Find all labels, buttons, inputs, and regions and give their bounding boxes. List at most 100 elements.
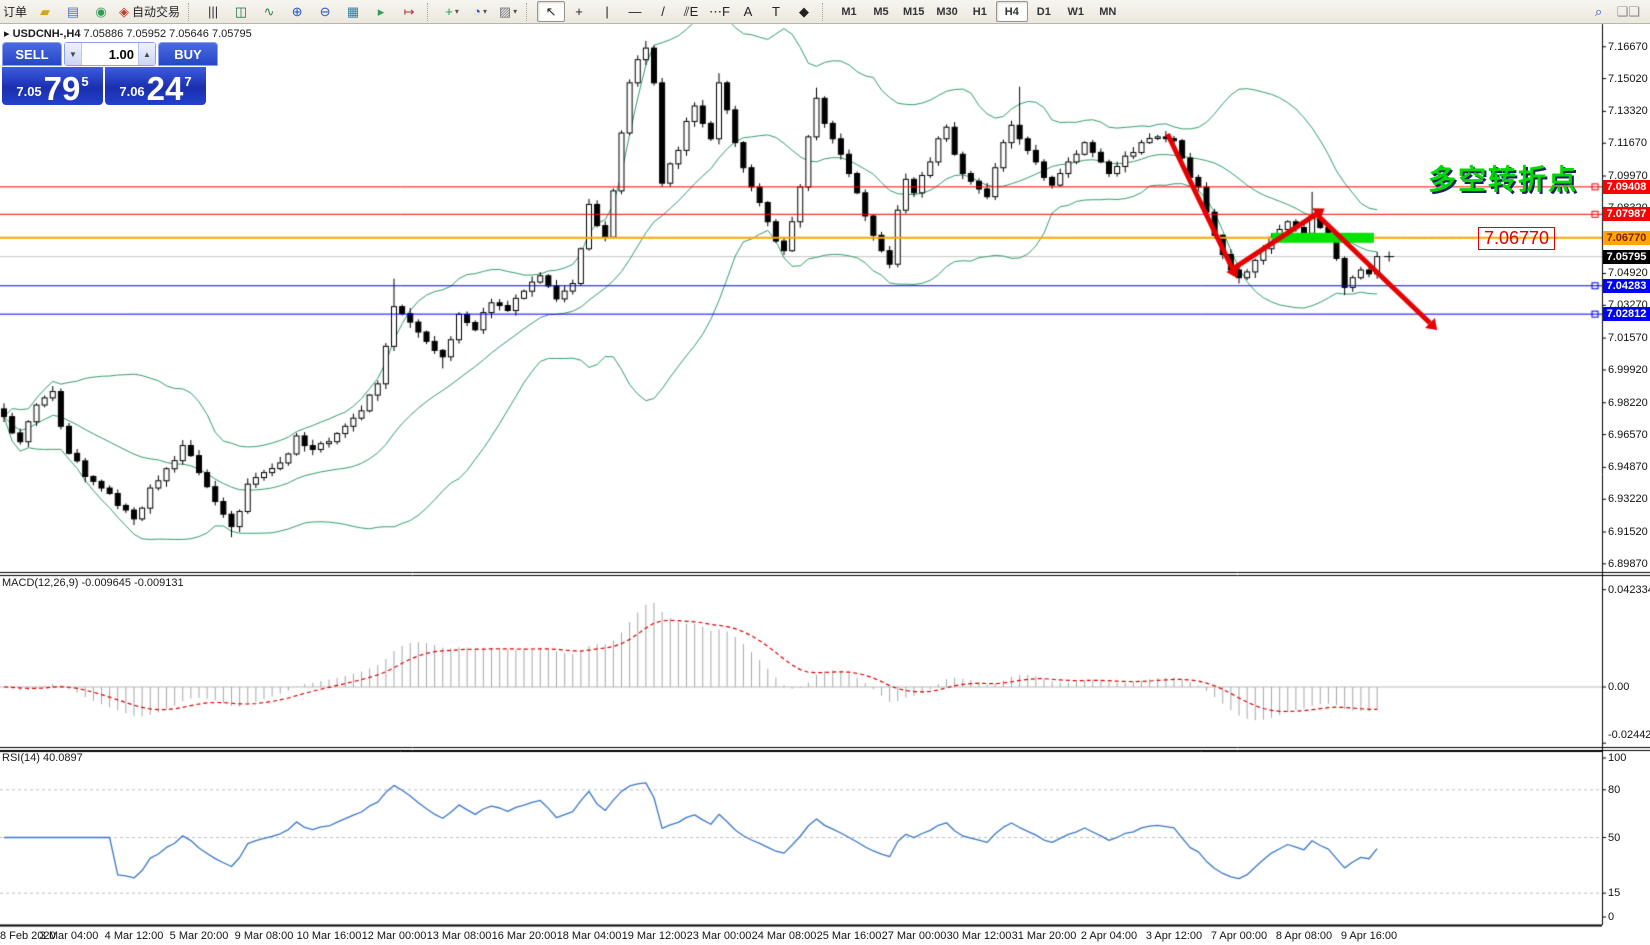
sonar-icon: ◉ bbox=[95, 4, 107, 19]
line-chart-button[interactable]: ∿ bbox=[255, 1, 283, 22]
volume-increase-button[interactable]: ▲ bbox=[138, 43, 155, 65]
volume-input[interactable] bbox=[82, 45, 138, 63]
time-axis-label: 12 Mar 00:00 bbox=[361, 930, 427, 942]
time-axis-label: 3 Mar 04:00 bbox=[39, 930, 99, 942]
auto-scroll-button[interactable]: ▸ bbox=[367, 1, 395, 22]
macd-tick-label: -0.02442 bbox=[1608, 729, 1650, 741]
search-button[interactable]: ⌕ bbox=[1585, 1, 1613, 22]
crosshair-button[interactable]: + bbox=[565, 1, 593, 22]
buy-button[interactable]: BUY bbox=[158, 42, 218, 66]
equidistant-channel-button[interactable]: ⫽E bbox=[677, 1, 705, 22]
arrows-button[interactable]: ◆ bbox=[790, 1, 818, 22]
zoom-in-button[interactable]: ⊕ bbox=[283, 1, 311, 22]
toolbar-separator bbox=[526, 2, 534, 21]
chart-title-line: ▸ USDCNH-,H4 7.05886 7.05952 7.05646 7.0… bbox=[4, 27, 252, 40]
main-toolbar: 新订单 ▰ ▤ ◉ ◈ 自动交易 ||| ◫ ∿ ⊕ ⊖ ▦ ▸ ↦ +▾◔▾▨▾ ↖ +| — / ⫽E… bbox=[0, 0, 1650, 24]
timeframe-d1-button[interactable]: D1 bbox=[1036, 5, 1051, 18]
zoom-out-icon: ⊖ bbox=[319, 4, 331, 19]
sell-price-sup: 5 bbox=[81, 74, 89, 89]
chart-pointer-icon: ▸ bbox=[4, 28, 10, 40]
time-axis-label: 30 Mar 12:00 bbox=[946, 930, 1012, 942]
time-axis-label: 19 Mar 12:00 bbox=[621, 930, 687, 942]
timeframe-h1-button[interactable]: H1 bbox=[972, 5, 987, 18]
time-axis-label: 31 Mar 20:00 bbox=[1011, 930, 1077, 942]
bar-chart-icon: ||| bbox=[207, 4, 219, 19]
buy-price-display[interactable]: 7.06 24 7 bbox=[105, 67, 206, 105]
tile-windows-icon: ▦ bbox=[346, 4, 360, 19]
price-tick-label: 7.04920 bbox=[1608, 267, 1648, 280]
buy-price-small: 7.06 bbox=[119, 84, 145, 99]
time-axis-label: 3 Apr 12:00 bbox=[1145, 930, 1203, 942]
line-chart-icon: ∿ bbox=[263, 4, 275, 19]
cursor-icon: ↖ bbox=[545, 4, 557, 19]
time-axis-label: 5 Mar 20:00 bbox=[169, 930, 229, 942]
time-axis-label: 8 Apr 08:00 bbox=[1275, 930, 1333, 942]
time-axis-label: 18 Mar 04:00 bbox=[556, 930, 622, 942]
templates-button[interactable]: ▨ ▾ bbox=[494, 1, 522, 22]
price-tick-label: 7.09970 bbox=[1608, 170, 1648, 183]
timeframe-m1-button[interactable]: M1 bbox=[841, 5, 857, 18]
price-tick-label: 6.96570 bbox=[1608, 428, 1648, 441]
chat-button[interactable]: ❑❑ bbox=[1613, 1, 1644, 22]
autotrading-button[interactable]: ◈ 自动交易 bbox=[115, 1, 184, 22]
vertical-line-button[interactable]: | bbox=[593, 1, 621, 22]
tile-windows-button[interactable]: ▦ bbox=[339, 1, 367, 22]
new-order-button[interactable]: 新订单 bbox=[0, 1, 31, 22]
turning-point-annotation[interactable]: 多空转折点 bbox=[1428, 164, 1579, 195]
sell-price-big: 79 bbox=[43, 69, 81, 107]
chevron-down-icon: ▾ bbox=[513, 7, 518, 16]
new-order-button[interactable]: ▰ bbox=[31, 1, 59, 22]
price-tag: 7.04283 bbox=[1603, 278, 1650, 293]
timeframe-m15-button[interactable]: M15 bbox=[902, 5, 925, 18]
sell-price-display[interactable]: 7.05 79 5 bbox=[2, 67, 103, 105]
time-axis-label: 7 Apr 00:00 bbox=[1210, 930, 1268, 942]
price-tag: 7.07987 bbox=[1603, 207, 1650, 222]
bar-chart-button[interactable]: ||| bbox=[199, 1, 227, 22]
chart-window-button[interactable]: ▤ bbox=[59, 1, 87, 22]
price-tag: 7.06770 bbox=[1603, 230, 1650, 245]
trendline-button[interactable]: / bbox=[649, 1, 677, 22]
rsi-tick-label: 80 bbox=[1608, 783, 1621, 796]
price-tick-label: 6.99920 bbox=[1608, 363, 1648, 376]
price-tick-label: 6.89870 bbox=[1608, 557, 1648, 570]
zoom-out-button[interactable]: ⊖ bbox=[311, 1, 339, 22]
auto-scroll-icon: ▸ bbox=[377, 4, 385, 19]
text-label-button[interactable]: T bbox=[762, 1, 790, 22]
indicators-button[interactable]: + ▾ bbox=[438, 1, 466, 22]
price-tick-label: 7.01570 bbox=[1608, 332, 1648, 345]
toolbar-separator bbox=[188, 2, 196, 21]
trendline-icon: / bbox=[661, 4, 665, 19]
text-button[interactable]: A bbox=[734, 1, 762, 22]
zoom-in-icon: ⊕ bbox=[291, 4, 303, 19]
periods-button[interactable]: ◔ ▾ bbox=[466, 1, 494, 22]
toolbar-separator bbox=[821, 2, 830, 21]
time-axis-label: 16 Mar 20:00 bbox=[491, 930, 557, 942]
horizontal-line-button[interactable]: — bbox=[621, 1, 649, 22]
sell-button[interactable]: SELL bbox=[2, 42, 62, 66]
cursor-button[interactable]: ↖ bbox=[537, 1, 566, 22]
volume-decrease-button[interactable]: ▼ bbox=[65, 43, 82, 65]
price-tick-label: 7.16670 bbox=[1608, 40, 1648, 53]
time-axis-label: 8 Feb 2020 bbox=[0, 930, 56, 942]
time-axis-label: 9 Mar 08:00 bbox=[234, 930, 294, 942]
chart-window-icon: ▤ bbox=[66, 4, 80, 19]
timeframe-w1-button[interactable]: W1 bbox=[1067, 5, 1085, 18]
price-tick-label: 6.98220 bbox=[1608, 396, 1648, 409]
price-tick-label: 6.93220 bbox=[1608, 493, 1648, 506]
candlestick-chart-button[interactable]: ◫ bbox=[227, 1, 255, 22]
timeframe-mn-button[interactable]: MN bbox=[1099, 5, 1117, 18]
time-axis-label: 13 Mar 08:00 bbox=[426, 930, 492, 942]
fibonacci-button[interactable]: ⋯F bbox=[705, 1, 734, 22]
rsi-tick-label: 0 bbox=[1608, 911, 1615, 923]
price-callout-box[interactable]: 7.06770 bbox=[1478, 227, 1556, 250]
horizontal-line-icon: — bbox=[628, 4, 642, 19]
timeframe-m5-button[interactable]: M5 bbox=[873, 5, 889, 18]
sonar-button[interactable]: ◉ bbox=[87, 1, 115, 22]
time-axis-label: 27 Mar 00:00 bbox=[881, 930, 947, 942]
timeframe-h4-button[interactable]: H4 bbox=[995, 1, 1028, 22]
timeframe-m30-button[interactable]: M30 bbox=[936, 5, 958, 18]
chart-shift-icon: ↦ bbox=[403, 4, 415, 19]
chart-shift-button[interactable]: ↦ bbox=[395, 1, 423, 22]
